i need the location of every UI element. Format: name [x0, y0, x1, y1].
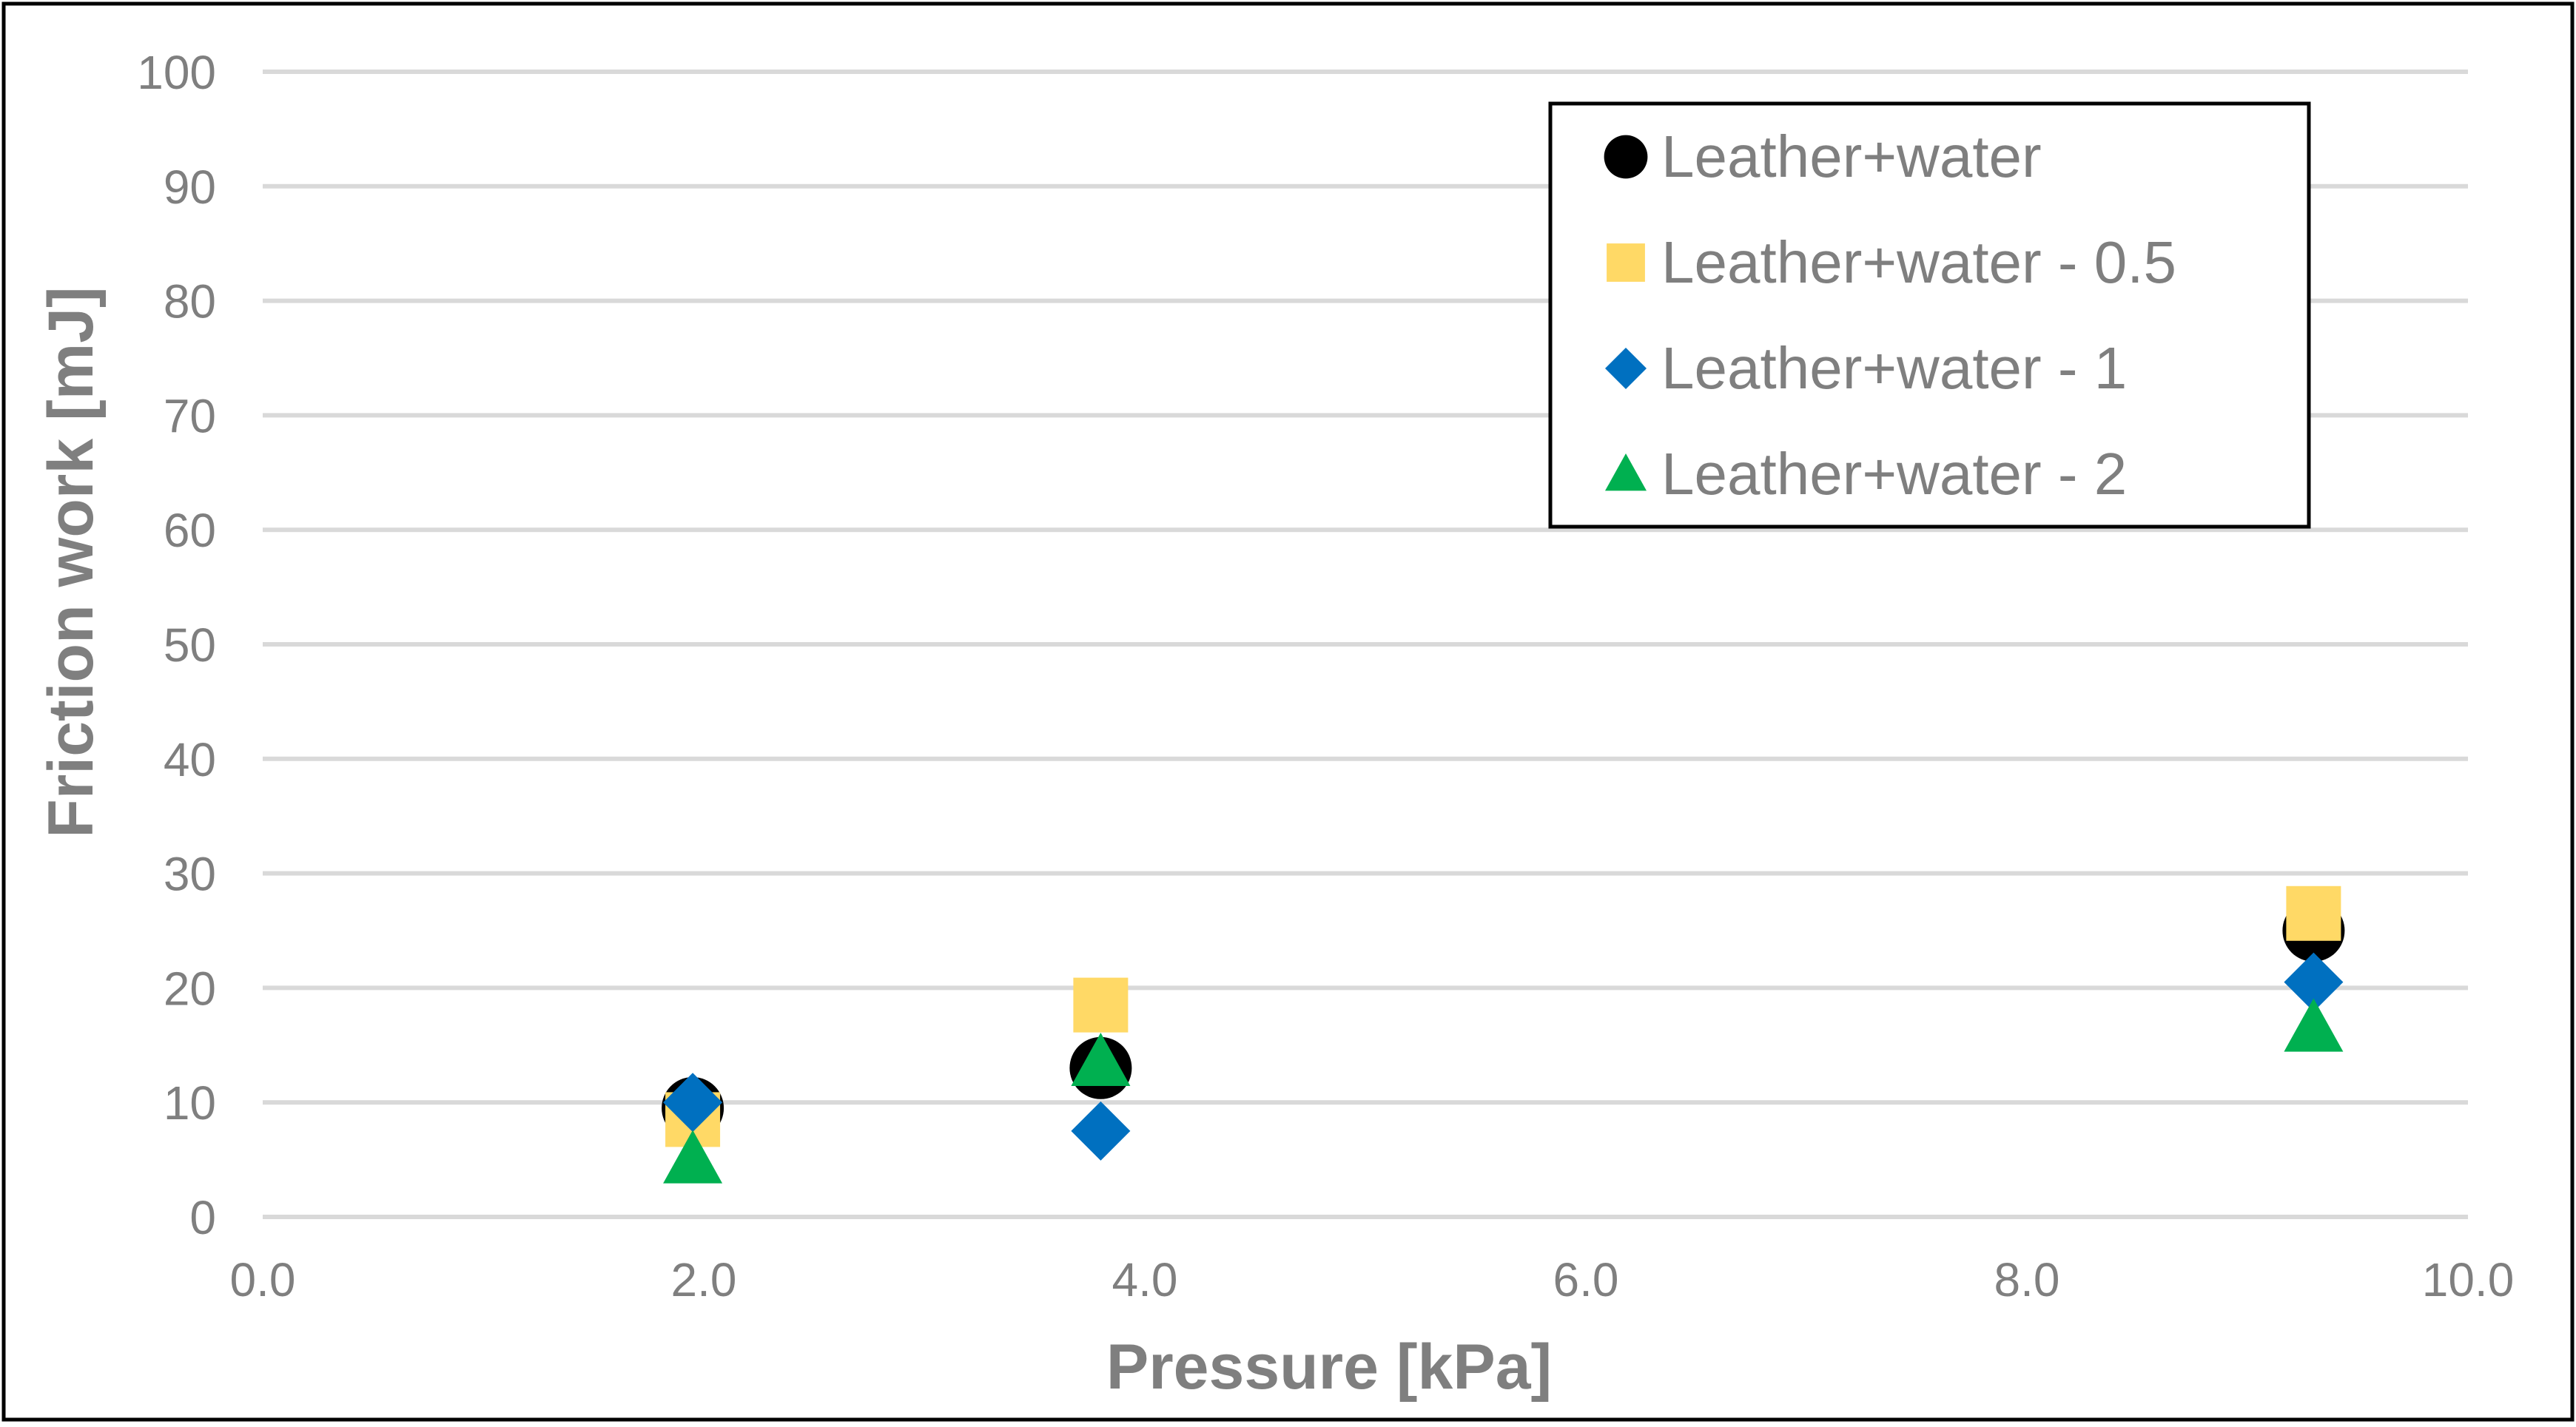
y-tick-label: 70 — [164, 389, 216, 442]
gridlines — [263, 70, 2468, 1219]
data-series — [662, 885, 2345, 1184]
data-point — [2286, 885, 2341, 941]
legend-marker — [1604, 135, 1648, 179]
y-tick-label: 0 — [189, 1191, 216, 1244]
data-point — [663, 1073, 723, 1133]
y-tick-label: 60 — [164, 504, 216, 557]
x-tick-label: 6.0 — [1553, 1253, 1619, 1306]
data-point — [663, 1130, 723, 1184]
x-axis-title: Pressure [kPa] — [1106, 1332, 1552, 1403]
x-axis-ticks: 0.0 2.0 4.0 6.0 8.0 10.0 — [230, 1253, 2515, 1306]
data-point — [1071, 1033, 1131, 1087]
y-tick-label: 30 — [164, 848, 216, 901]
x-tick-label: 2.0 — [671, 1253, 737, 1306]
y-tick-label: 100 — [137, 46, 216, 99]
legend-item: Leather+water — [1604, 124, 2042, 189]
legend-label: Leather+water — [1661, 124, 2042, 189]
legend-label: Leather+water - 0.5 — [1661, 229, 2176, 295]
y-tick-label: 90 — [164, 161, 216, 214]
data-point — [1071, 1101, 1131, 1161]
y-tick-label: 10 — [164, 1076, 216, 1130]
data-point — [1073, 977, 1129, 1033]
x-tick-label: 4.0 — [1112, 1253, 1178, 1306]
legend-item: Leather+water - 2 — [1605, 441, 2127, 507]
data-point — [2284, 952, 2344, 1012]
legend-item: Leather+water - 0.5 — [1607, 229, 2176, 295]
y-tick-label: 20 — [164, 962, 216, 1015]
legend-label: Leather+water - 2 — [1661, 441, 2127, 507]
data-point — [2284, 998, 2344, 1052]
legend-label: Leather+water - 1 — [1661, 335, 2127, 401]
y-axis-ticks: 0 10 20 30 40 50 60 70 80 90 100 — [137, 46, 216, 1244]
legend-item: Leather+water - 1 — [1605, 335, 2127, 401]
y-tick-label: 50 — [164, 618, 216, 672]
series-diamond — [663, 952, 2344, 1161]
x-tick-label: 10.0 — [2422, 1253, 2515, 1306]
x-tick-label: 8.0 — [1994, 1253, 2060, 1306]
series-triangle — [663, 998, 2344, 1184]
legend-marker — [1605, 348, 1647, 389]
y-tick-label: 80 — [164, 275, 216, 328]
legend-marker — [1607, 243, 1645, 282]
y-tick-label: 40 — [164, 733, 216, 786]
x-tick-label: 0.0 — [230, 1253, 296, 1306]
legend: Leather+water Leather+water - 0.5 Leather+… — [1548, 101, 2311, 529]
y-axis-title: Friction work [mJ] — [36, 286, 107, 837]
legend-box — [1548, 101, 2311, 529]
legend-marker — [1605, 453, 1647, 491]
